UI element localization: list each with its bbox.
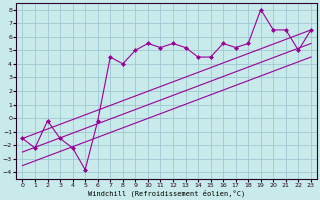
X-axis label: Windchill (Refroidissement éolien,°C): Windchill (Refroidissement éolien,°C) bbox=[88, 190, 245, 197]
